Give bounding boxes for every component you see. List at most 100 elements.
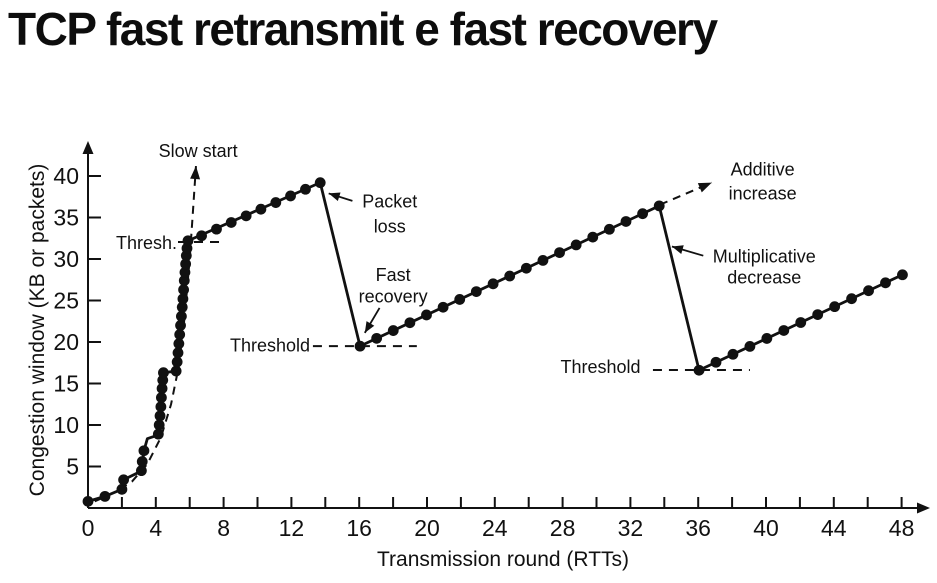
congestion-window-point: [761, 333, 773, 344]
congestion-window-point: [710, 356, 722, 368]
congestion-window-point: [421, 309, 432, 321]
congestion-window-point: [174, 329, 186, 340]
congestion-window-point: [537, 255, 549, 266]
page-title: TCP fast retransmit e fast recovery: [8, 3, 718, 55]
y-tick-label: 15: [53, 371, 79, 397]
congestion-window-point: [812, 309, 824, 321]
congestion-window-point: [795, 317, 807, 328]
congestion-window-point: [173, 338, 185, 350]
congestion-window-point: [138, 445, 150, 457]
congestion-window-point: [829, 301, 841, 313]
x-tick-label: 32: [618, 515, 644, 541]
fast-recovery-label-1: Fast: [376, 265, 411, 285]
congestion-window-point: [135, 465, 147, 477]
congestion-window-point: [744, 340, 756, 352]
mult-decrease-label-1: Multiplicative: [713, 247, 816, 267]
thresh-label: Thresh.: [116, 233, 177, 253]
congestion-window-point: [897, 269, 908, 281]
fast-recovery-arrow-head: [364, 321, 375, 333]
congestion-window-point: [846, 293, 857, 305]
congestion-window-point: [178, 275, 190, 286]
congestion-window-point: [178, 284, 189, 296]
congestion-window-point: [404, 317, 416, 329]
congestion-window-point: [136, 456, 148, 467]
congestion-window-point: [570, 239, 582, 251]
congestion-window-point: [504, 270, 516, 282]
congestion-window-point: [225, 217, 237, 228]
y-axis-title: Congestion window (KB or packets): [26, 164, 49, 497]
congestion-window-point: [155, 401, 167, 413]
additive-increase-label-1: Additive: [731, 159, 795, 179]
x-tick-label: 20: [414, 515, 440, 541]
congestion-window-point: [255, 203, 267, 215]
congestion-window-point: [637, 208, 649, 220]
fast-recovery-label-2: recovery: [359, 286, 428, 306]
multiplicative-decrease-arrow-head: [671, 245, 684, 254]
congestion-window-point: [778, 325, 790, 336]
congestion-window-point: [170, 365, 182, 377]
congestion-window-point: [179, 266, 191, 278]
congestion-window-point: [156, 383, 168, 394]
congestion-window-point: [155, 392, 167, 404]
congestion-window-point: [172, 347, 184, 359]
congestion-window-point: [620, 216, 632, 227]
congestion-window-point: [470, 286, 482, 298]
y-tick-label: 20: [53, 329, 79, 355]
x-tick-label: 0: [82, 515, 95, 541]
x-tick-label: 40: [753, 515, 779, 541]
congestion-window-point: [171, 356, 183, 368]
congestion-window-point: [520, 262, 532, 274]
congestion-window-point: [154, 410, 166, 422]
x-tick-label: 44: [821, 515, 847, 541]
slow-start-label: Slow start: [159, 141, 238, 161]
congestion-window-point: [653, 200, 665, 212]
congestion-window-point: [387, 325, 399, 336]
congestion-window-point: [116, 483, 128, 495]
congestion-window-point: [176, 301, 188, 313]
congestion-window-point: [182, 235, 194, 247]
y-tick-label: 30: [53, 246, 79, 272]
congestion-window-point: [99, 490, 111, 502]
mult-decrease-label-2: decrease: [727, 267, 801, 287]
y-tick-label: 35: [53, 205, 79, 231]
x-tick-label: 48: [889, 515, 915, 541]
threshold-label-3: Threshold: [561, 357, 641, 377]
congestion-window-point: [587, 231, 599, 243]
congestion-window-point: [314, 177, 326, 189]
congestion-window-point: [196, 230, 207, 242]
congestion-window-point: [354, 340, 366, 352]
threshold-label-2: Threshold: [230, 335, 310, 355]
congestion-window-point: [175, 320, 186, 331]
congestion-window-point: [693, 364, 705, 376]
packet-loss-arrow-head: [328, 192, 341, 202]
packet-loss-label-1: Packet: [362, 192, 417, 212]
y-tick-label: 40: [53, 163, 79, 189]
congestion-window-point: [158, 367, 169, 379]
congestion-window-point: [270, 197, 282, 208]
x-tick-label: 4: [149, 515, 162, 541]
packet-loss-label-2: loss: [374, 217, 406, 237]
congestion-window-point: [487, 278, 499, 290]
congestion-window-point: [880, 277, 891, 289]
congestion-window-point: [240, 210, 252, 222]
congestion-window-point: [300, 183, 311, 195]
x-axis-title: Transmission round (RTTs): [377, 548, 629, 571]
congestion-window-point: [285, 190, 296, 202]
congestion-window-point: [152, 428, 164, 440]
x-tick-label: 8: [217, 515, 230, 541]
congestion-window-point: [211, 223, 222, 235]
congestion-window-point: [153, 419, 165, 431]
slow-start-trend-arrowhead: [190, 166, 201, 180]
additive-increase-trend-arrowhead: [697, 182, 712, 193]
y-axis-arrowhead: [82, 141, 94, 154]
x-tick-label: 12: [279, 515, 305, 541]
x-tick-label: 16: [346, 515, 372, 541]
slow-start-trend: [94, 165, 197, 503]
y-tick-label: 10: [53, 412, 79, 438]
congestion-window-point: [437, 301, 449, 313]
congestion-window-point: [180, 258, 192, 270]
x-axis-arrowhead: [917, 502, 930, 514]
congestion-window-point: [727, 348, 739, 360]
